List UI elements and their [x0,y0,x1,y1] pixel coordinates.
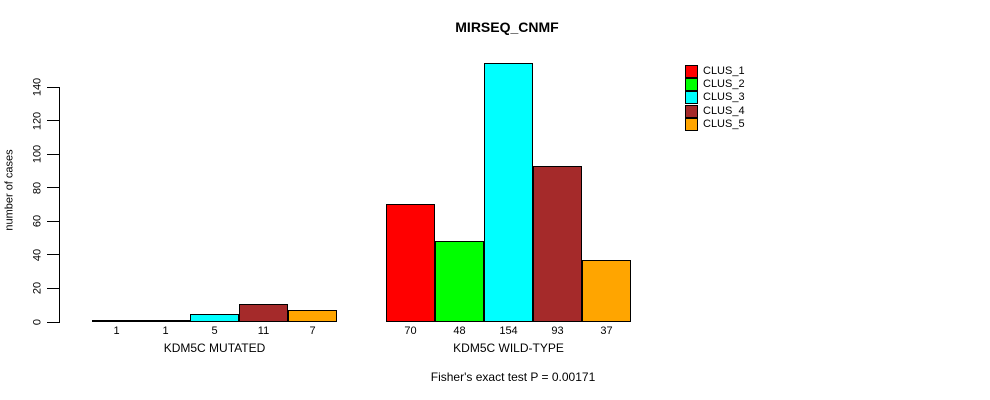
y-axis-tick [47,187,59,189]
bar-value-label: 5 [211,325,218,337]
y-axis-tick [47,120,59,122]
bar-value-label: 1 [113,325,120,337]
bar-value-label: 11 [257,325,270,337]
bar-clus-2 [435,241,484,322]
bar-clus-4 [239,304,288,322]
chart-title: MIRSEQ_CNMF [455,19,559,35]
legend-swatch-clus-1 [685,65,698,78]
y-axis-line [59,87,60,323]
y-axis-tick-label: 140 [31,77,44,97]
y-axis-tick [47,254,59,256]
bar-clus-1 [92,320,141,322]
bar-clus-1 [386,204,435,322]
bar-value-label: 93 [551,325,564,337]
legend-label: CLUS_1 [703,65,745,77]
y-axis-tick [47,153,59,155]
legend-label: CLUS_2 [703,78,745,91]
y-axis-tick-label: 0 [31,318,44,326]
y-axis-tick-label: 40 [31,248,44,261]
bar-value-label: 154 [499,325,518,337]
legend-label: CLUS_4 [703,104,745,117]
bar-clus-3 [484,63,533,322]
bar-clus-5 [582,260,631,322]
y-axis-tick-label: 20 [31,282,44,295]
bar-clus-3 [190,314,239,322]
group-label: KDM5C WILD-TYPE [453,341,564,355]
y-axis-tick [47,321,59,323]
y-axis-tick-label: 120 [31,111,44,130]
y-axis-tick-label: 60 [31,215,44,228]
bar-value-label: 37 [600,325,613,337]
legend-swatch-clus-4 [685,104,698,118]
bar-value-label: 70 [404,325,417,337]
legend-swatch-clus-3 [685,91,698,105]
y-axis-tick-label: 80 [31,181,44,194]
y-axis-title: number of cases [3,149,16,231]
bar-value-label: 1 [162,325,169,337]
y-axis-tick [47,220,59,222]
legend-label: CLUS_5 [703,117,745,130]
group-label: KDM5C MUTATED [163,341,266,355]
legend-swatch-clus-5 [685,117,698,131]
legend-label: CLUS_3 [703,91,745,104]
bar-clus-2 [141,320,190,322]
bar-value-label: 48 [453,325,466,337]
fisher-test-annotation: Fisher's exact test P = 0.00171 [430,370,596,384]
y-axis-tick-label: 100 [31,144,44,164]
y-axis-tick [47,287,59,289]
bar-clus-4 [533,166,582,322]
legend-swatch-clus-2 [685,78,698,92]
y-axis-tick [47,86,59,88]
bar-clus-5 [288,310,337,322]
bar-value-label: 7 [309,325,316,337]
